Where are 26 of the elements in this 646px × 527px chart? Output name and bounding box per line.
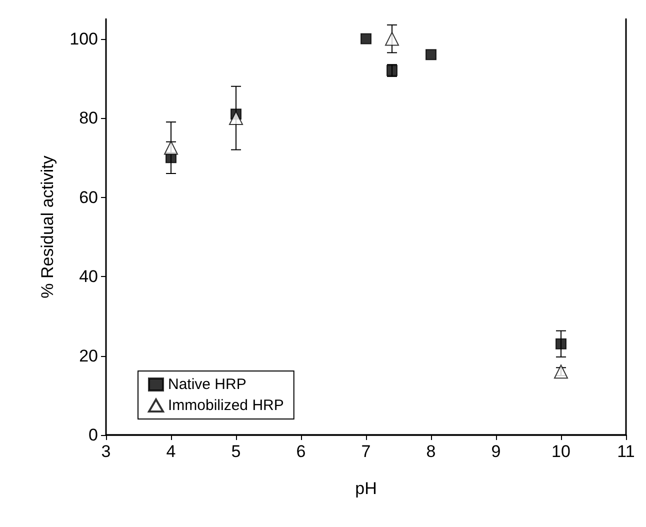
x-tick-label: 11: [617, 442, 635, 461]
x-axis-title: pH: [355, 479, 377, 498]
legend-label: Native HRP: [168, 376, 246, 393]
x-tick-label: 8: [426, 442, 436, 461]
point: [556, 338, 566, 350]
x-tick-label: 9: [491, 442, 501, 461]
point: [554, 364, 568, 379]
legend-label: Immobilized HRP: [168, 397, 284, 414]
y-tick-label: 40: [79, 267, 98, 286]
y-axis-title: % Residual activity: [38, 155, 57, 298]
y-tick-label: 20: [79, 346, 98, 366]
point: [164, 140, 178, 155]
point: [360, 33, 372, 44]
x-tick-label: 3: [101, 442, 111, 461]
x-tick-label: 7: [361, 442, 371, 461]
x-tick-label: 5: [231, 442, 241, 461]
x-tick-label: 4: [166, 442, 176, 461]
y-tick-label: 100: [70, 29, 98, 48]
x-tick-label: 6: [296, 442, 306, 461]
point: [385, 32, 399, 46]
y-tick-label: 0: [88, 426, 98, 444]
x-tick-label: 10: [552, 442, 570, 461]
y-tick-label: 60: [79, 188, 98, 207]
y-tick-label: 80: [79, 108, 98, 128]
point: [229, 111, 243, 126]
point: [426, 49, 436, 60]
